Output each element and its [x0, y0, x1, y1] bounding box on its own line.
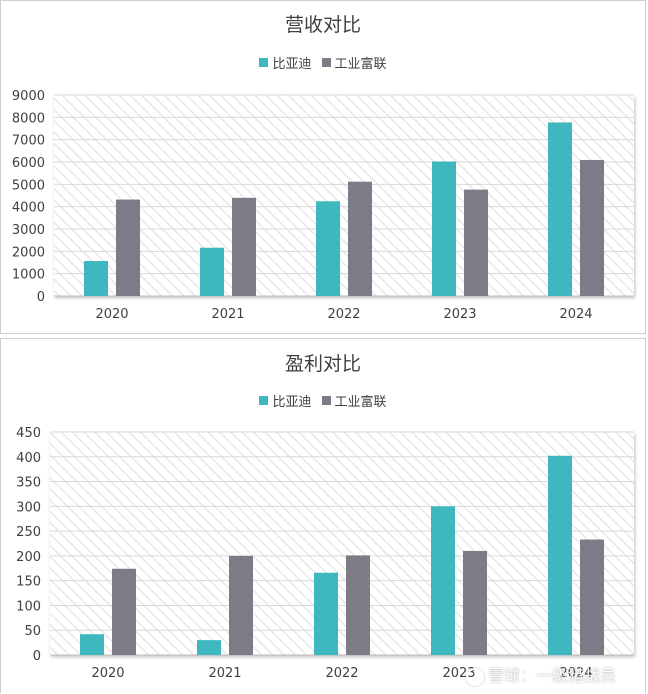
revenue-chart-panel: 营收对比 比亚迪 工业富联 0 1000 2000 3000 4000 5000 6000 7…	[0, 0, 646, 334]
bar	[80, 634, 104, 655]
y-tick-label: 8000	[12, 111, 45, 126]
x-tick-label: 2024	[559, 666, 592, 681]
legend-item-byd: 比亚迪	[259, 391, 312, 410]
y-tick-label: 6000	[12, 156, 45, 171]
y-tick-label: 200	[16, 550, 41, 565]
x-tick-label: 2020	[91, 666, 124, 681]
legend-swatch	[321, 58, 331, 67]
profit-bar-plot: 0 50 100 150 200 250 300 350 400 450 2020 2021 2022 2…	[16, 426, 634, 681]
y-tick-label: 100	[16, 599, 41, 614]
bar	[346, 555, 370, 655]
y-tick-label: 0	[37, 290, 45, 305]
bar	[348, 181, 372, 296]
legend-swatch	[259, 396, 269, 405]
y-tick-label: 2000	[12, 245, 45, 260]
watermark-text: 雪球：一级猎战员	[488, 666, 617, 685]
legend: 比亚迪 工业富联	[1, 53, 645, 72]
legend: 比亚迪 工业富联	[1, 391, 645, 410]
bar	[200, 247, 224, 296]
x-tick-label: 2021	[208, 666, 241, 681]
y-tick-label: 50	[24, 624, 41, 639]
bar	[316, 201, 340, 296]
y-tick-label: 5000	[12, 178, 45, 193]
legend-item-foxconn: 工业富联	[321, 391, 387, 410]
revenue-bar-plot: 0 1000 2000 3000 4000 5000 6000 7000 8000 9000 202…	[12, 89, 634, 322]
bar	[116, 199, 140, 296]
x-tick-label: 2024	[559, 307, 592, 322]
y-tick-label: 0	[33, 649, 41, 664]
bar	[548, 455, 572, 655]
y-tick-label: 400	[16, 451, 41, 466]
watermark: 雪球：一级猎战员	[466, 662, 616, 686]
x-tick-label: 2022	[327, 307, 360, 322]
bar	[431, 506, 455, 655]
x-tick-label: 2022	[325, 666, 358, 681]
snowball-logo-icon	[466, 667, 484, 686]
y-tick-label: 7000	[12, 134, 45, 149]
y-tick-label: 3000	[12, 223, 45, 238]
bar	[580, 159, 604, 296]
y-tick-label: 150	[16, 575, 41, 590]
x-tick-label: 2023	[443, 307, 476, 322]
legend-label: 工业富联	[334, 395, 387, 410]
chart-title: 营收对比	[284, 14, 361, 36]
bar	[432, 161, 456, 296]
bar	[84, 261, 108, 296]
x-tick-label: 2020	[95, 307, 128, 322]
bar	[314, 572, 338, 655]
bar	[580, 539, 604, 655]
plot-area	[50, 432, 634, 655]
y-tick-label: 1000	[12, 268, 45, 283]
profit-chart-panel: 盈利对比 比亚迪 工业富联 0 50 100 150 200 250 300 350 400 45…	[0, 338, 646, 693]
y-tick-label: 300	[16, 500, 41, 515]
legend-label: 工业富联	[334, 57, 387, 72]
plot-area	[54, 95, 634, 296]
legend-swatch	[259, 58, 269, 67]
legend-label: 比亚迪	[272, 57, 312, 72]
bar	[232, 197, 256, 296]
bar	[229, 555, 253, 655]
bar	[464, 189, 488, 296]
y-tick-label: 4000	[12, 201, 45, 216]
bar	[112, 568, 136, 655]
y-tick-label: 9000	[12, 89, 45, 104]
x-tick-label: 2021	[211, 307, 244, 322]
legend-item-foxconn: 工业富联	[321, 53, 387, 72]
legend-label: 比亚迪	[272, 395, 312, 410]
bar	[463, 550, 487, 655]
legend-item-byd: 比亚迪	[259, 53, 312, 72]
bar	[197, 640, 221, 655]
legend-swatch	[321, 396, 331, 405]
y-tick-label: 350	[16, 476, 41, 491]
y-tick-label: 250	[16, 525, 41, 540]
y-tick-label: 450	[16, 426, 41, 441]
bar	[548, 122, 572, 297]
chart-title: 盈利对比	[284, 353, 361, 375]
